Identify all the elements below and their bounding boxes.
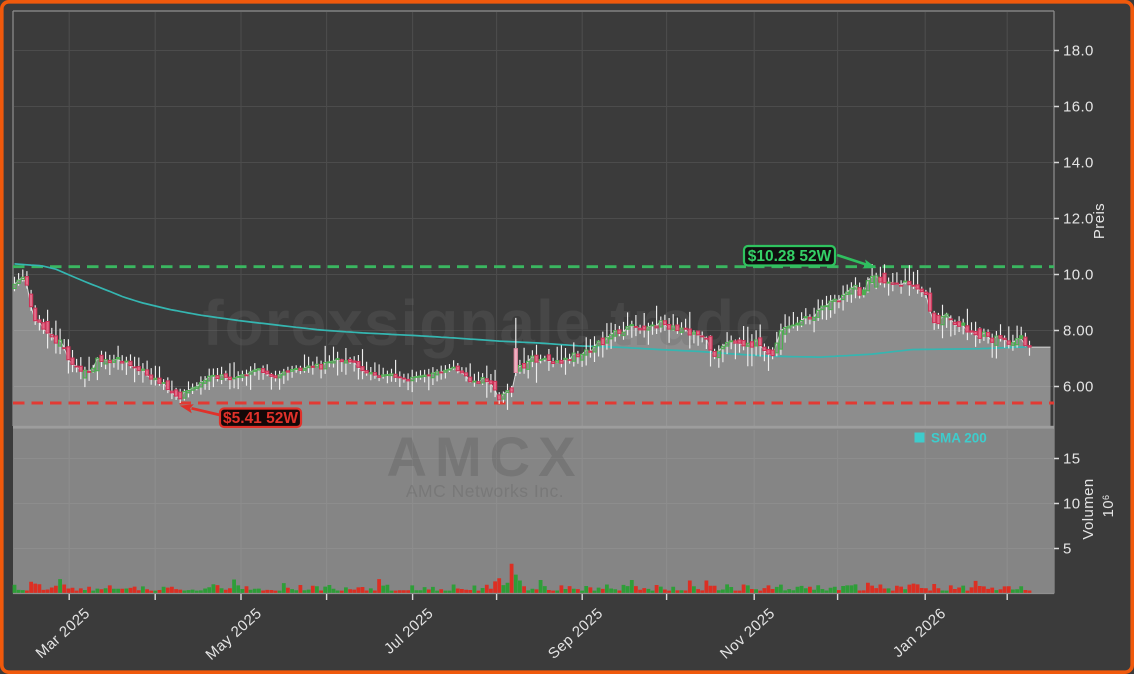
svg-text:SMA 200: SMA 200 — [931, 431, 987, 446]
svg-text:18.0: 18.0 — [1063, 43, 1094, 60]
svg-text:forexsignale.trade: forexsignale.trade — [202, 287, 771, 359]
svg-text:10.0: 10.0 — [1063, 267, 1094, 284]
svg-text:Volumen: Volumen — [1080, 478, 1097, 539]
svg-text:$10.28 52W: $10.28 52W — [748, 248, 832, 265]
svg-text:8.00: 8.00 — [1063, 323, 1094, 340]
svg-text:5: 5 — [1063, 541, 1072, 558]
svg-text:AMCX: AMCX — [387, 425, 584, 488]
svg-text:Preis: Preis — [1091, 203, 1108, 239]
svg-text:12.0: 12.0 — [1063, 211, 1094, 228]
svg-text:106: 106 — [1100, 495, 1117, 518]
svg-text:AMC Networks Inc.: AMC Networks Inc. — [406, 481, 564, 501]
svg-text:$5.41 52W: $5.41 52W — [223, 410, 298, 427]
svg-text:6.00: 6.00 — [1063, 379, 1094, 396]
svg-text:15: 15 — [1063, 451, 1081, 468]
svg-text:14.0: 14.0 — [1063, 155, 1094, 172]
svg-text:16.0: 16.0 — [1063, 99, 1094, 116]
svg-text:10: 10 — [1063, 496, 1081, 513]
